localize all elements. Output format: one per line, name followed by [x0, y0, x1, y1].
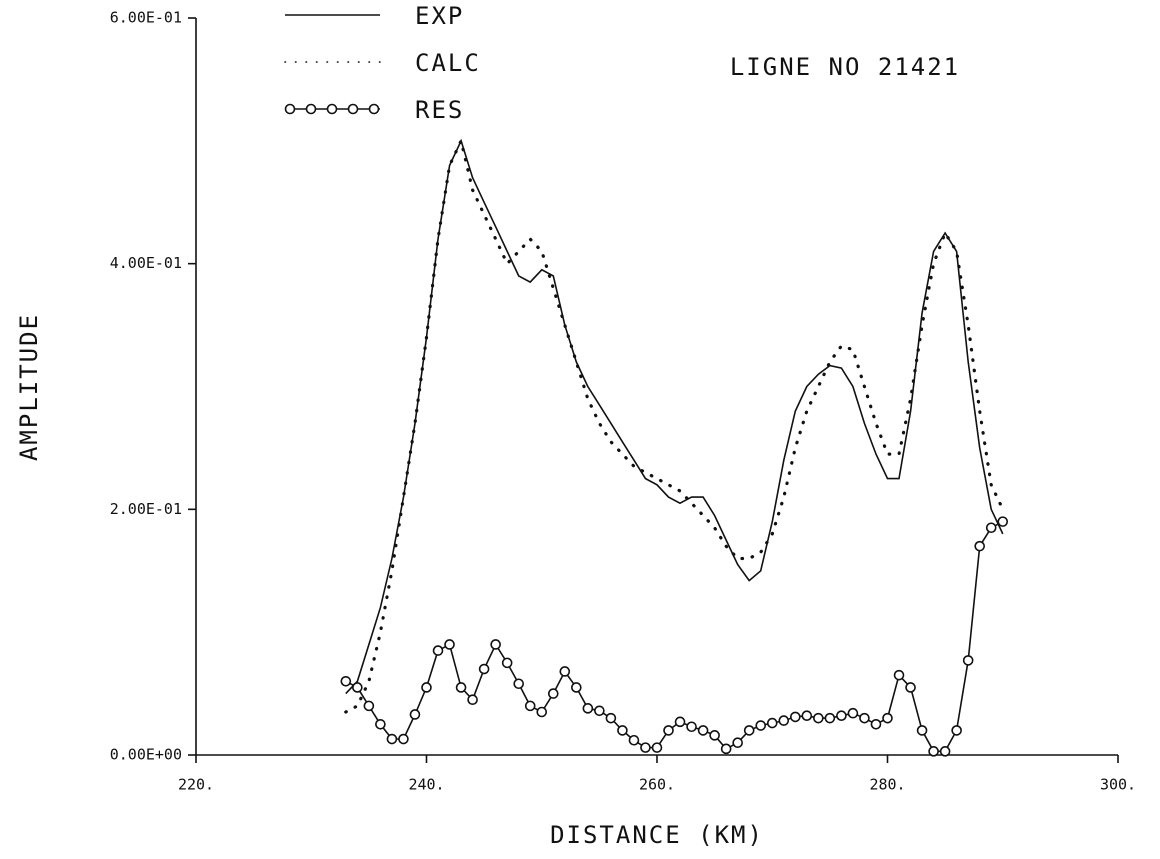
data-point — [974, 540, 986, 552]
data-point — [801, 710, 813, 721]
data-point — [985, 522, 997, 534]
series-line — [345, 520, 1004, 753]
data-point — [997, 516, 1009, 527]
data-point — [686, 721, 697, 733]
data-point — [467, 694, 478, 706]
data-point — [478, 663, 490, 675]
data-point — [663, 725, 674, 736]
data-point — [766, 717, 778, 729]
data-point — [352, 682, 363, 693]
x-tick-label: 300. — [1100, 776, 1136, 794]
legend-marker — [368, 103, 380, 115]
legend-marker — [305, 103, 317, 115]
x-tick-label: 220. — [178, 776, 214, 794]
data-point — [916, 725, 928, 736]
x-tick-label: 280. — [869, 776, 905, 794]
data-point — [743, 725, 755, 736]
data-point — [709, 730, 720, 741]
legend-label: EXP — [415, 2, 464, 30]
data-point — [732, 737, 743, 749]
data-point — [951, 725, 962, 736]
data-point — [421, 682, 432, 693]
data-point — [882, 712, 893, 724]
data-point — [778, 715, 790, 726]
data-point — [859, 712, 870, 724]
data-point — [513, 678, 525, 690]
data-point — [939, 746, 951, 757]
x-tick-label: 240. — [408, 776, 444, 794]
data-point — [375, 718, 386, 730]
data-point — [640, 742, 651, 753]
data-point — [536, 706, 548, 718]
data-point — [847, 707, 859, 719]
data-point — [571, 682, 582, 693]
data-point — [674, 716, 686, 728]
data-point — [363, 700, 375, 712]
data-point — [501, 657, 513, 669]
data-point — [340, 675, 352, 687]
data-point — [594, 705, 605, 717]
data-point — [605, 712, 617, 724]
data-point — [455, 682, 467, 693]
legend-marker — [284, 103, 296, 115]
y-axis-label: AMPLITUDE — [15, 313, 43, 461]
legend-label: RES — [415, 96, 464, 124]
data-point — [755, 720, 767, 731]
series-line — [344, 135, 1005, 714]
data-point — [444, 639, 455, 650]
data-point — [651, 742, 663, 753]
data-point — [697, 725, 709, 736]
data-point — [962, 655, 974, 666]
data-point — [893, 669, 905, 681]
y-tick-label: 2.00E-01 — [110, 500, 182, 518]
x-axis-label: DISTANCE (KM) — [550, 821, 764, 849]
data-point — [813, 712, 824, 724]
data-point — [559, 666, 571, 677]
data-point — [398, 733, 409, 745]
data-point — [490, 639, 501, 650]
data-point — [928, 746, 939, 757]
data-point — [870, 718, 882, 730]
legend-label: CALC — [415, 49, 481, 77]
data-point — [547, 688, 559, 699]
data-point — [836, 710, 847, 721]
series-line — [345, 138, 1004, 695]
data-point — [386, 733, 398, 745]
y-tick-label: 4.00E-01 — [110, 254, 182, 272]
data-point — [628, 734, 640, 746]
y-tick-label: 6.00E-01 — [110, 9, 182, 27]
data-point — [905, 682, 916, 693]
data-point — [524, 700, 536, 712]
chart-title: LIGNE NO 21421 — [730, 53, 960, 81]
y-tick-label: 0.00E+00 — [110, 746, 182, 764]
data-point — [409, 709, 421, 720]
data-point — [789, 711, 801, 723]
data-point — [582, 703, 594, 714]
legend-marker — [326, 103, 338, 115]
data-point — [720, 743, 732, 755]
x-tick-label: 260. — [639, 776, 675, 794]
data-point — [617, 725, 628, 736]
data-point — [432, 645, 444, 656]
data-point — [824, 712, 836, 724]
legend-marker — [347, 103, 359, 115]
